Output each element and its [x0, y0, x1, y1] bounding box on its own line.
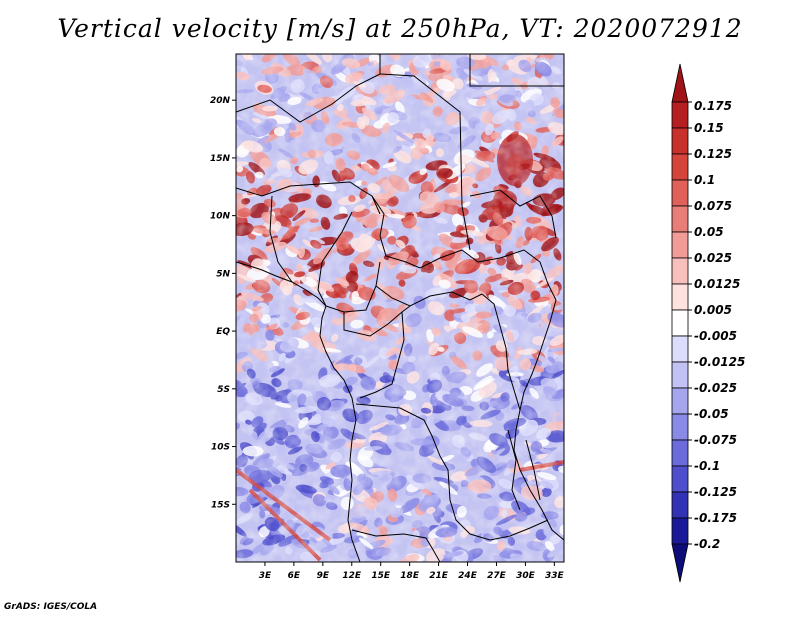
colorbar-label: -0.125: [694, 485, 737, 499]
colorbar-label: 0.025: [694, 251, 732, 265]
x-tick-label: 30E: [516, 571, 536, 581]
x-tick-label: 12E: [342, 571, 362, 581]
colorbar-label: -0.005: [694, 329, 737, 343]
border-congo: [343, 305, 411, 337]
colorbar-label: 0.1: [694, 173, 715, 187]
x-tick-label: 9E: [317, 571, 330, 581]
border-egypt: [469, 54, 564, 87]
colorbar-label: -0.05: [694, 407, 729, 421]
border-tanzania: [507, 429, 521, 511]
border-ethiopia: [469, 189, 557, 239]
map-frame: [235, 53, 565, 563]
colorbar-segment: [671, 387, 689, 415]
border-zambia: [447, 469, 491, 541]
y-tick-label: 15N: [210, 154, 231, 164]
map-title: Vertical velocity [m/s] at 250hPa, VT: 2…: [57, 14, 743, 43]
grads-credit: GrADS: IGES/COLA: [4, 602, 98, 612]
border-niger-north: [236, 73, 381, 123]
colorbar-label: 0.0125: [694, 277, 740, 291]
colorbar-label: -0.175: [694, 511, 737, 525]
border-benin: [269, 195, 293, 283]
border-cameroon: [325, 261, 381, 313]
border-angola-south: [351, 529, 441, 562]
map-plot-area: [235, 53, 565, 563]
y-tick-label: 10S: [211, 443, 230, 453]
colorbar-label: -0.1: [694, 459, 720, 473]
colorbar-label: 0.15: [694, 121, 724, 135]
y-tick-label: 5S: [217, 385, 230, 395]
border-drc-west: [359, 311, 405, 399]
colorbar-segment: [671, 439, 689, 467]
colorbar-label: 0.075: [694, 199, 732, 213]
x-tick-label: 18E: [400, 571, 420, 581]
colorbar-segment: [671, 205, 689, 233]
colorbar-label: 0.175: [694, 99, 732, 113]
x-tick-label: 33E: [545, 571, 565, 581]
y-tick-label: 5N: [216, 269, 230, 279]
y-tick-label: EQ: [216, 327, 230, 337]
colorbar-segment: [671, 491, 689, 519]
border-chad: [371, 195, 463, 269]
colorbar-label: -0.025: [694, 381, 737, 395]
colorbar-segment: [671, 309, 689, 337]
x-tick-label: 27E: [487, 571, 507, 581]
border-angola-north: [355, 403, 449, 471]
colorbar-segment: [671, 153, 689, 181]
colorbar-segment: [671, 543, 689, 583]
y-axis: 20N 15N 10N 5N EQ 5S 10S 15S: [210, 96, 236, 510]
border-nigeria-cameroon: [317, 211, 353, 307]
border-drc-east: [481, 293, 521, 411]
colorbar-segment: [671, 361, 689, 389]
x-tick-label: 6E: [288, 571, 301, 581]
border-niger-south: [236, 181, 381, 215]
border-south: [489, 519, 549, 541]
colorbar-segment: [671, 413, 689, 441]
colorbar: 0.175 0.15 0.125 0.1 0.075 0.05 0.025 0.0125 0.0…: [671, 63, 745, 583]
colorbar-segment: [671, 517, 689, 545]
colorbar-label: 0.05: [694, 225, 724, 239]
coastline-west: [236, 261, 361, 562]
colorbar-label: -0.0125: [694, 355, 745, 369]
border-car-south: [375, 285, 483, 307]
colorbar-segment: [671, 335, 689, 363]
y-tick-label: 15S: [211, 500, 230, 510]
colorbar-segment: [671, 231, 689, 259]
x-tick-label: 21E: [429, 571, 449, 581]
country-borders: [236, 54, 564, 562]
colorbar-segment: [671, 179, 689, 207]
y-tick-label: 20N: [210, 96, 231, 106]
border-south-sudan: [461, 249, 549, 285]
colorbar-segment: [671, 257, 689, 285]
colorbar-segment: [671, 101, 689, 129]
x-tick-label: 3E: [259, 571, 272, 581]
x-tick-label: 15E: [371, 571, 391, 581]
colorbar-label: -0.075: [694, 433, 737, 447]
colorbar-label: 0.125: [694, 147, 732, 161]
x-tick-label: 24E: [458, 571, 478, 581]
colorbar-segment: [671, 465, 689, 493]
colorbar-segment: [671, 283, 689, 311]
colorbar-segment: [671, 127, 689, 155]
x-axis: 3E 6E 9E 12E 15E 18E 21E 24E 27E 30E 33E: [259, 562, 565, 581]
border-malawi: [525, 439, 541, 501]
colorbar-label: -0.2: [694, 537, 720, 551]
border-libya-sudan: [379, 54, 471, 251]
colorbar-label: 0.005: [694, 303, 732, 317]
field-texture: [236, 54, 564, 562]
colorbar-segment: [671, 63, 689, 103]
y-tick-label: 10N: [210, 212, 231, 222]
